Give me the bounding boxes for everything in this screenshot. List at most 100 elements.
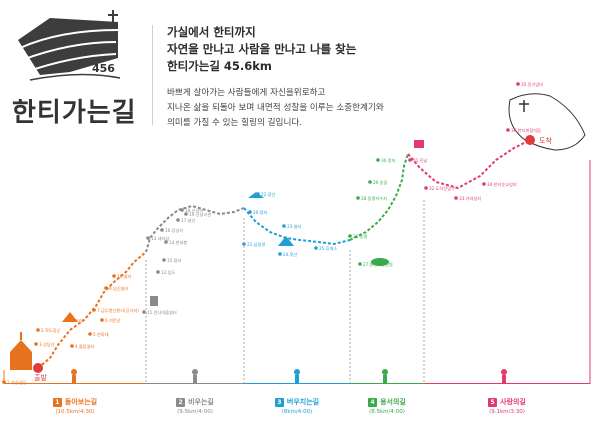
route-segment-5 — [407, 139, 531, 190]
stop-label: 7.금무봉산봉사(공사자) — [97, 307, 139, 314]
stop-label: 14.헌새봉 — [169, 239, 187, 246]
stop-label: 18.신성리 — [185, 207, 203, 214]
stop-label: 21.삼림관 — [247, 241, 265, 247]
description-line-3: 의미를 가질 수 있는 힐링의 길입니다. — [167, 118, 302, 128]
stop-dot — [356, 196, 360, 200]
stop-dot — [424, 186, 428, 190]
logo-title: 한티가는길 — [12, 98, 137, 128]
section-bar-5 — [424, 383, 590, 384]
stop-dot — [146, 236, 150, 240]
stop-dot — [180, 208, 184, 212]
walker-icon — [294, 369, 300, 383]
route-segment-3 — [243, 207, 351, 246]
stop-dot — [506, 128, 510, 132]
walker-icon — [501, 369, 507, 383]
stop-label: 22.광산 — [261, 191, 276, 197]
stop-label: 6.석문산 — [105, 317, 121, 324]
stop-label: 32.도덕산입구 — [429, 185, 455, 192]
lake-icon — [371, 258, 389, 266]
section-bar-2 — [146, 383, 244, 384]
stop-label: 15.탑터 — [167, 257, 182, 264]
stop-dot — [66, 318, 70, 322]
stop-labels: 1.가실성당 2.학도장군 3.성당산 4.돌탑쉼터 5.연화대 6.석문산 7.금무봉산봉… — [2, 81, 543, 386]
stop-label: 3.성당산 — [39, 341, 55, 347]
section-distance: (9.5km/4:00) — [177, 409, 213, 415]
section-label-5: 5 사랑의길 (9.1km/3:30) — [424, 397, 590, 415]
section-name: 비우는길 — [188, 398, 214, 406]
route-segment-2 — [145, 204, 245, 253]
section-number-badge: 5 — [488, 397, 498, 407]
stop-dot — [248, 210, 252, 214]
cross-icon — [519, 100, 529, 112]
stop-dot — [184, 212, 188, 216]
walker-icon — [382, 369, 388, 383]
end-marker — [525, 135, 535, 145]
section-label-1: 1 돌아보는길 (10.5km/4:30) — [4, 397, 146, 415]
stop-label: 1.가실성당 — [7, 379, 27, 386]
start-label: 출발 — [34, 373, 47, 382]
stop-dot — [314, 246, 318, 250]
logo: 456 한티가는길 — [0, 0, 150, 135]
stop-label: 9.임진쉼터 — [109, 285, 129, 292]
section-name: 버우치는길 — [286, 398, 320, 406]
section-label-3: 3 버우치는길 (8km/4:00) — [244, 397, 350, 415]
stop-label: 11.안나마을쉼터 — [147, 309, 177, 316]
stop-label: 24.뒷산 — [283, 251, 298, 258]
section-bar-4 — [350, 383, 424, 384]
stop-label: 19.신성리관 — [189, 211, 211, 218]
stop-dot — [282, 224, 286, 228]
stop-label: 12.임도 — [161, 269, 176, 275]
mountain-logo-graphic — [18, 10, 121, 81]
hill-icon — [62, 312, 78, 322]
stop-label: 2.학도장군 — [41, 327, 61, 334]
headline-line-3: 한티가는길 45.6km — [167, 59, 272, 73]
section-distance: (8.5km/4:00) — [369, 409, 405, 415]
stop-label: 5.연화대 — [93, 331, 109, 338]
section-number-badge: 1 — [52, 397, 62, 407]
walker-icon — [192, 369, 198, 383]
stop-dot — [408, 158, 412, 162]
stop-label: 34.한티순교성지 — [487, 181, 517, 188]
section-label-2: 2 비우는길 (9.5km/4:00) — [146, 397, 244, 415]
stop-label: 4.돌탑쉼터 — [75, 343, 95, 350]
header-divider — [152, 25, 153, 125]
stop-dot — [70, 344, 74, 348]
stop-dot — [156, 270, 160, 274]
tower-icon — [150, 296, 158, 306]
section-distance: (10.5km/4:30) — [55, 409, 95, 415]
section-name: 용서의길 — [380, 398, 406, 406]
stop-label: 17.달산 — [181, 217, 196, 223]
start-marker — [33, 363, 43, 373]
stop-dot — [368, 180, 372, 184]
pagoda-icon — [414, 140, 424, 148]
stop-dot — [482, 182, 486, 186]
stop-label: 10.쉼터 — [117, 273, 132, 280]
route-segment-4 — [349, 153, 409, 241]
section-number-badge: 3 — [274, 397, 284, 407]
section-name: 돌아보는길 — [64, 398, 98, 406]
stop-label: 26.동명 — [353, 233, 368, 239]
stop-dot — [36, 328, 40, 332]
stop-dot — [100, 318, 104, 322]
stop-dot — [454, 196, 458, 200]
stop-dot — [358, 262, 362, 266]
section-distance: (9.1km/3:30) — [489, 409, 525, 415]
stop-label: 30.정자 — [381, 157, 396, 164]
stop-label: 23.쉼터 — [287, 223, 302, 230]
stop-label: 8.고리 — [71, 317, 83, 324]
end-label: 도착 — [539, 137, 552, 145]
description: 바쁘게 살아가는 사람들에게 자신을위로하고 지나온 삶을 되돌아 보며 내면적… — [167, 86, 384, 131]
section-bar-3 — [244, 383, 350, 384]
stop-dot — [376, 158, 380, 162]
stop-dot — [34, 342, 38, 346]
section-distance: (8km/4:00) — [281, 409, 313, 415]
section-number-badge: 2 — [176, 397, 186, 407]
stop-dot — [142, 310, 146, 314]
stop-dot — [256, 192, 260, 196]
description-line-2: 지나온 삶을 되돌아 보며 내면적 성찰을 이루는 소중한계기와 — [167, 103, 384, 113]
mountain-icon — [278, 236, 294, 246]
walker-icon — [71, 369, 77, 383]
stop-label: 13.내자암 — [151, 235, 169, 242]
stop-label: 16.장성리 — [165, 227, 183, 234]
